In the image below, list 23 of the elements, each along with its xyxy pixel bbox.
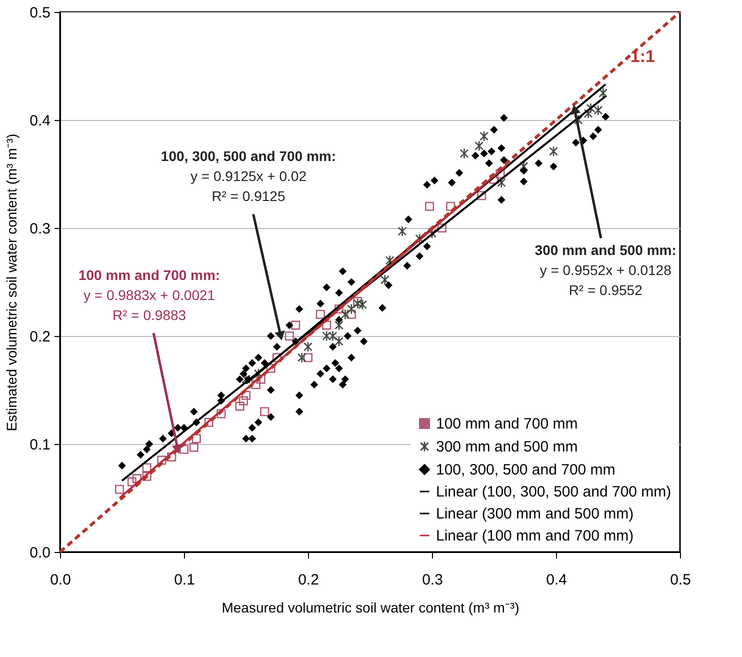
x-tick-label: 0.0 bbox=[50, 572, 71, 588]
legend-label: 300 mm and 500 mm bbox=[436, 438, 578, 456]
x-tick-label: 0.3 bbox=[422, 572, 443, 588]
x-tick-label: 0.2 bbox=[298, 572, 319, 588]
x-tick-label: 0.1 bbox=[174, 572, 195, 588]
legend-label: 100 mm and 700 mm bbox=[436, 416, 578, 432]
x-tick-label: 0.4 bbox=[546, 572, 567, 588]
x-axis-title: Measured volumetric soil water content (m³ m⁻³) bbox=[222, 600, 520, 616]
y-tick-label: 0.4 bbox=[30, 112, 50, 130]
annotation: 100 mm and 700 mm: y = 0.9883x + 0.0021 R² = 0.9883 bbox=[78, 267, 220, 324]
y-tick-label: 0.2 bbox=[30, 328, 50, 346]
legend-label: 100, 300, 500 and 700 mm bbox=[436, 462, 616, 478]
y-tick-label: 0.5 bbox=[30, 4, 50, 22]
y-tick-label: 0.3 bbox=[30, 220, 50, 238]
legend-label: Linear (300 mm and 500 mm) bbox=[436, 506, 634, 522]
annotation: 300 mm and 500 mm: y = 0.9552x + 0.0128 R² = 0.9552 bbox=[534, 242, 676, 298]
x-tick-label: 0.5 bbox=[670, 572, 691, 588]
legend-label: Linear (100, 300, 500 and 700 mm) bbox=[436, 484, 672, 500]
y-tick-label: 0.1 bbox=[30, 436, 50, 454]
legend-label: Linear (100 mm and 700 mm) bbox=[436, 528, 634, 544]
y-axis-title: Estimated volumetric soil water content (m³ m⁻³) bbox=[4, 134, 20, 432]
annotation: 100, 300, 500 and 700 mm: y = 0.9125x + 0.02 R² = 0.9125 bbox=[160, 148, 336, 204]
y-tick-label: 0.0 bbox=[30, 544, 50, 562]
